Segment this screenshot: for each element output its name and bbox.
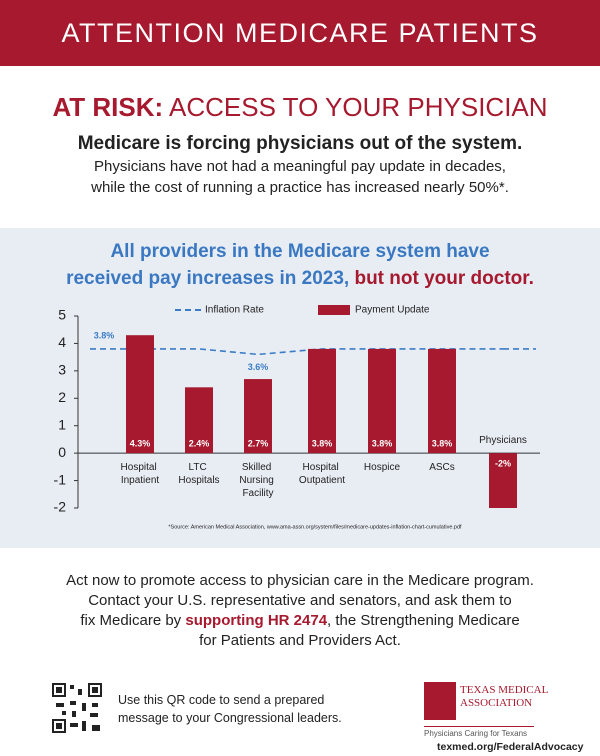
subhead: Medicare is forcing physicians out of th… xyxy=(77,133,523,154)
chart-heading: received pay increases in 2023, xyxy=(66,268,350,289)
chart-heading: All providers in the Medicare system hav… xyxy=(110,241,490,262)
x-tick-label: Hospital Outpatient xyxy=(299,462,345,486)
y-tick-label: -1 xyxy=(54,471,67,487)
line-value-label: 3.6% xyxy=(248,362,269,372)
y-tick-label: 2 xyxy=(58,389,66,405)
y-tick-label: 3 xyxy=(58,362,66,378)
source-note: *Source: American Medical Association, w… xyxy=(168,524,462,530)
x-tick-label: Physicians xyxy=(479,435,527,446)
y-tick-label: 4 xyxy=(58,334,66,350)
logo-text: Texas Medical Association xyxy=(460,684,548,710)
chart: -2 -1 0 1 2 3 4 5 Inflation Rate 3.8% 3.6% Payment … xyxy=(54,305,540,530)
banner: ATTENTION MEDICARE PATIENTS xyxy=(0,0,600,66)
url: texmed.org/FederalAdvocacy xyxy=(437,741,584,753)
qr-line: message to your Congressional leaders. xyxy=(118,711,342,725)
bar xyxy=(489,453,517,508)
y-tick-label: 5 xyxy=(58,307,66,323)
body-line: while the cost of running a practice has… xyxy=(91,179,509,196)
y-tick-label: 0 xyxy=(58,444,66,460)
y-tick-label: 1 xyxy=(58,416,66,432)
tagline: Physicians Caring for Texans xyxy=(424,726,534,738)
bar xyxy=(308,348,336,454)
cta-highlight: supporting HR 2474 xyxy=(185,612,328,629)
bar-value-label: 3.8% xyxy=(312,439,333,449)
bar-value-label: 3.8% xyxy=(432,439,453,449)
inflation-line xyxy=(140,348,503,356)
bar-value-label: 4.3% xyxy=(130,439,151,449)
bar xyxy=(126,335,154,454)
cta-line: Contact your U.S. representative and sen… xyxy=(88,592,512,609)
bar-value-label: 2.4% xyxy=(189,439,210,449)
cta-line: Act now to promote access to physician c… xyxy=(66,572,534,589)
y-tick-label: -2 xyxy=(54,499,67,515)
x-tick-label: Hospice xyxy=(364,462,401,473)
bar-value-label: -2% xyxy=(495,459,511,469)
x-tick-label: Skilled Nursing Facility xyxy=(239,462,276,499)
bar-value-label: 3.8% xyxy=(372,439,393,449)
bar-value-label: 2.7% xyxy=(248,439,269,449)
legend-label: Payment Update xyxy=(355,305,430,316)
logo-line: Association xyxy=(460,697,533,709)
x-tick-label: LTC Hospitals xyxy=(178,462,219,486)
qr-line: Use this QR code to send a prepared xyxy=(118,693,325,707)
chart-heading: received pay increases in 2023, but not … xyxy=(0,268,600,290)
x-tick-label: Hospital Inpatient xyxy=(121,462,160,486)
legend-swatch xyxy=(318,305,350,315)
bar xyxy=(244,379,272,454)
body-line: Physicians have not had a meaningful pay… xyxy=(94,158,506,175)
cta-text: , the Strengthening Medicare xyxy=(327,612,520,629)
bar xyxy=(185,387,213,454)
cta-line: for Patients and Providers Act. xyxy=(199,632,401,649)
headline-lead: AT RISK: xyxy=(52,92,164,122)
headline-text: ACCESS TO YOUR PHYSICIAN xyxy=(168,92,548,122)
cta-text: fix Medicare by xyxy=(80,612,182,629)
chart-heading-highlight: but not your doctor. xyxy=(354,268,534,289)
x-tick-label: ASCs xyxy=(429,462,455,473)
qr-code[interactable] xyxy=(52,683,102,733)
qr-text: Use this QR code to send a prepared messa… xyxy=(118,691,342,727)
line-value-label: 3.8% xyxy=(94,330,115,340)
bar xyxy=(368,348,396,454)
cta-line: fix Medicare by supporting HR 2474, the … xyxy=(0,612,600,629)
logo-mark xyxy=(424,682,456,720)
headline: AT RISK: ACCESS TO YOUR PHYSICIAN xyxy=(0,92,600,123)
legend-label: Inflation Rate xyxy=(205,305,264,316)
bar xyxy=(428,348,456,454)
logo-line: Texas Medical xyxy=(460,684,549,696)
